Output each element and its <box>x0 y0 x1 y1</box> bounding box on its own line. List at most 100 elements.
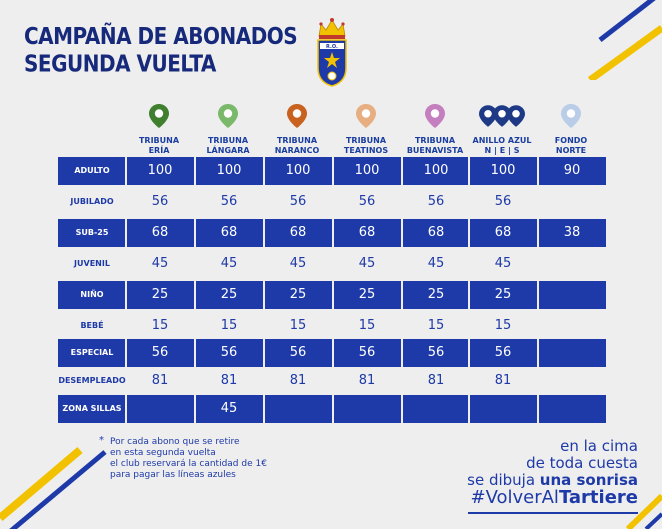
price-cell: 38 <box>563 225 581 240</box>
price-cell: 15 <box>427 318 445 333</box>
map-pin-icon <box>149 104 169 128</box>
column-separator <box>194 281 196 309</box>
price-cell: 25 <box>289 287 307 302</box>
price-cell: 56 <box>289 345 307 360</box>
price-cell: 100 <box>490 163 516 178</box>
row-label: ZONA SILLAS <box>62 404 122 413</box>
price-cell: 15 <box>494 318 512 333</box>
column-separator <box>468 219 470 247</box>
column-separator <box>468 395 470 423</box>
price-cell: 56 <box>427 345 445 360</box>
column-header-line: ERÍA <box>148 146 170 155</box>
column-header-line: NORTE <box>555 146 587 155</box>
footnote-asterisk: * <box>99 435 104 446</box>
price-cell <box>538 367 606 395</box>
price-cell: 68 <box>494 225 512 240</box>
table-row: JUBILADO 56 56 56 56 56 56 <box>58 188 606 216</box>
row-label: SUB-25 <box>75 228 109 237</box>
hashtag-underline <box>468 512 638 514</box>
price-cell: 56 <box>358 194 376 209</box>
price-cell: 25 <box>151 287 169 302</box>
row-label: JUVENIL <box>74 259 110 268</box>
column-separator <box>537 395 539 423</box>
map-pin-icon <box>493 105 511 127</box>
price-cell: 100 <box>216 163 242 178</box>
row-label: BEBÉ <box>80 321 104 330</box>
column-separator <box>263 395 265 423</box>
price-cell: 25 <box>427 287 445 302</box>
price-cell: 81 <box>358 373 376 388</box>
price-cell: 15 <box>220 318 238 333</box>
column-separator <box>194 339 196 367</box>
table-row: ADULTO 100 100 100 100 100 100 90 <box>58 157 606 185</box>
price-cell <box>538 395 606 423</box>
column-separator <box>263 157 265 185</box>
column-separator <box>468 339 470 367</box>
column-separator <box>537 157 539 185</box>
column-separator <box>263 339 265 367</box>
column-separator <box>332 281 334 309</box>
column-header-line: TRIBUNA <box>207 136 249 145</box>
title-line-1: CAMPAÑA DE ABONADOS <box>24 22 298 50</box>
price-cell: 100 <box>354 163 380 178</box>
slogan-line-2: de toda cuesta <box>526 454 638 472</box>
table-row: JUVENIL 45 45 45 45 45 45 <box>58 250 606 278</box>
column-header: TRIBUNA NARANCO <box>264 104 330 156</box>
column-separator <box>125 339 127 367</box>
column-header: ANILLO AZUL N | E | S <box>469 104 535 156</box>
price-cell: 81 <box>289 373 307 388</box>
column-header-line: TEATINOS <box>343 146 389 155</box>
price-cell <box>538 188 606 216</box>
price-cell: 15 <box>151 318 169 333</box>
column-separator <box>263 219 265 247</box>
table-row: NIÑO 25 25 25 25 25 25 <box>58 281 606 309</box>
hashtag: #VolverAlTartiere <box>470 487 638 508</box>
price-cell: 56 <box>494 194 512 209</box>
table-row: DESEMPLEADO 81 81 81 81 81 81 <box>58 367 606 395</box>
column-separator <box>537 281 539 309</box>
price-cell: 56 <box>151 345 169 360</box>
price-cell: 81 <box>151 373 169 388</box>
price-cell: 25 <box>358 287 376 302</box>
row-label: ADULTO <box>74 166 110 175</box>
column-header: FONDO NORTE <box>538 104 604 156</box>
hashtag-normal: #VolverAl <box>470 487 559 508</box>
column-header: TRIBUNA TEATINOS <box>333 104 399 156</box>
price-cell <box>126 395 194 423</box>
column-header: TRIBUNA BUENAVISTA <box>402 104 468 156</box>
column-separator <box>332 219 334 247</box>
price-cell <box>538 281 606 309</box>
price-cell <box>333 395 401 423</box>
footnote-line-4: para pagar las líneas azules <box>110 470 236 480</box>
footnote-line-2: en esta segunda vuelta <box>110 448 216 458</box>
price-cell: 56 <box>151 194 169 209</box>
bottom-right-stripes <box>625 493 662 529</box>
map-pin-icon <box>287 104 307 128</box>
price-cell: 45 <box>494 256 512 271</box>
column-header-line: TRIBUNA <box>138 136 180 145</box>
column-separator <box>401 395 403 423</box>
price-cell: 68 <box>220 225 238 240</box>
column-separator <box>125 281 127 309</box>
price-cell <box>538 312 606 340</box>
column-separator <box>263 281 265 309</box>
club-crest-icon: R.O. <box>317 18 347 87</box>
column-header-line: ANILLO AZUL <box>472 136 532 145</box>
column-header-line: BUENAVISTA <box>406 146 464 155</box>
price-cell: 45 <box>289 256 307 271</box>
price-cell: 100 <box>147 163 173 178</box>
map-pin-icon <box>356 104 376 128</box>
crest-text: R.O. <box>326 44 338 50</box>
price-cell: 56 <box>220 345 238 360</box>
column-separator <box>194 157 196 185</box>
page-title: CAMPAÑA DE ABONADOS SEGUNDA VUELTA <box>24 22 298 77</box>
table-row: ESPECIAL 56 56 56 56 56 56 <box>58 339 606 367</box>
column-separator <box>537 339 539 367</box>
column-separator <box>125 395 127 423</box>
price-cell: 68 <box>289 225 307 240</box>
slogan: en la cima de toda cuesta se dibuja una … <box>467 438 638 489</box>
column-separator <box>401 281 403 309</box>
column-separator <box>194 395 196 423</box>
price-cell: 100 <box>423 163 449 178</box>
column-header-line: TRIBUNA <box>414 136 456 145</box>
